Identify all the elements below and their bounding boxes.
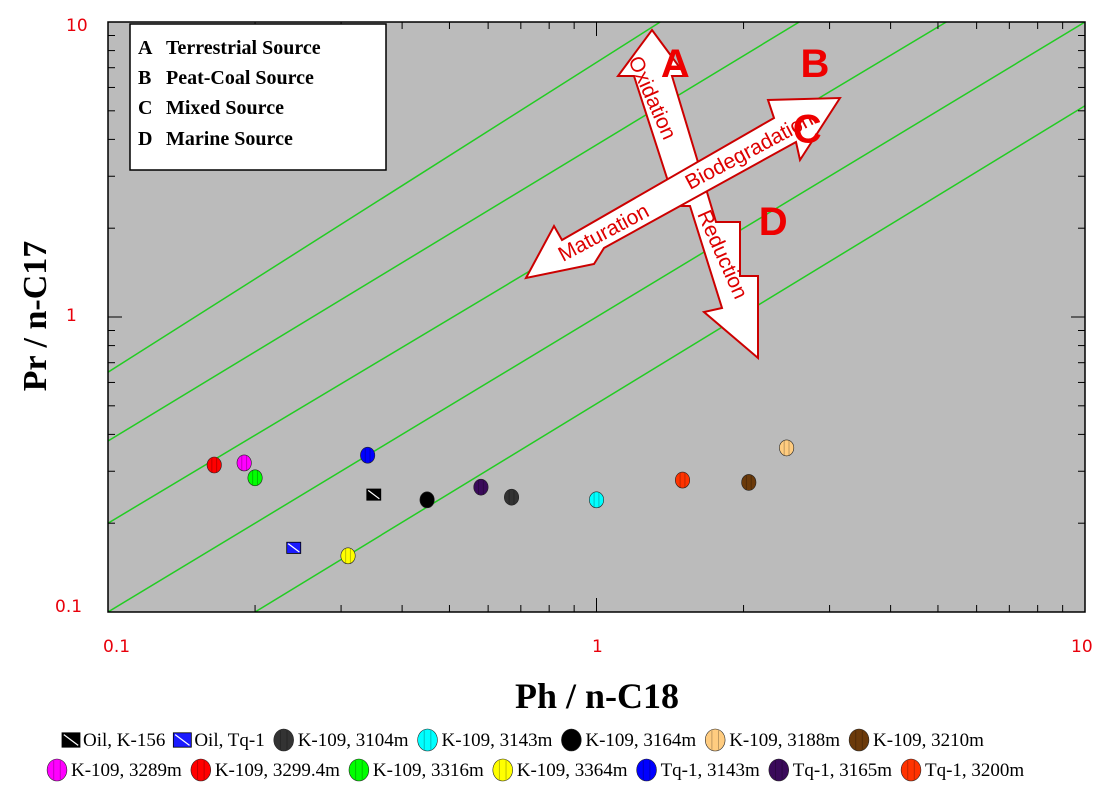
data-point-oil-k-156 — [366, 488, 382, 501]
zone-boundary-line-2 — [108, 22, 800, 442]
source-legend-label-d: Marine Source — [166, 128, 293, 150]
data-point-k-109-3316m — [247, 469, 263, 487]
axis-ticks — [107, 21, 1086, 613]
legend-label: Tq-1, 3143m — [661, 760, 760, 781]
legend-label: K-109, 3316m — [373, 760, 484, 781]
data-point-tq-1-3165m — [473, 478, 489, 496]
legend-swatch-oil-tq-1 — [172, 732, 192, 748]
legend-swatch-oil-k-156 — [61, 732, 81, 748]
legend-swatch-k-109-3299-4m — [190, 758, 212, 782]
legend-swatch-k-109-3164m — [561, 728, 582, 752]
data-point-tq-1-3200m — [675, 471, 691, 489]
legend-label: K-109, 3143m — [442, 730, 553, 751]
data-point-k-109-3104m — [504, 488, 520, 506]
legend-swatch-tq-1-3200m — [900, 758, 922, 782]
data-points — [206, 439, 795, 565]
legend-swatch-k-109-3364m — [492, 758, 513, 782]
legend-swatch-k-109-3104m — [273, 728, 294, 752]
legend-label: Oil, K-156 — [83, 730, 165, 751]
diagonal-arrow-shape — [524, 96, 842, 280]
source-legend-key-d: D — [138, 128, 152, 150]
source-legend: A Terrestrial Source B Peat-Coal Source … — [129, 23, 387, 171]
legend-swatch-k-109-3289m — [46, 758, 68, 782]
data-point-k-109-3289m — [236, 454, 252, 472]
legend-label: K-109, 3364m — [517, 760, 628, 781]
legend-label: K-109, 3188m — [729, 730, 840, 751]
legend-swatch-k-109-3188m — [704, 728, 726, 752]
x-tick-label-0-1: 0.1 — [103, 637, 130, 657]
source-legend-key-c: C — [138, 97, 152, 119]
source-legend-label-b: Peat-Coal Source — [166, 67, 314, 89]
legend-label: Tq-1, 3165m — [793, 760, 892, 781]
data-point-oil-tq-1 — [286, 541, 302, 554]
data-point-k-109-3143m — [588, 491, 604, 509]
zone-letter-a: A — [661, 42, 690, 86]
y-axis-title: Pr / n-C17 — [17, 241, 54, 391]
legend-swatch-k-109-3210m — [848, 728, 870, 752]
source-legend-label-a: Terrestrial Source — [166, 37, 321, 59]
zone-letter-b: B — [800, 42, 829, 86]
x-tick-label-1: 1 — [592, 637, 603, 657]
zone-boundary-line-5 — [254, 105, 1085, 612]
data-point-k-109-3164m — [419, 491, 435, 509]
zone-letter-d: D — [759, 200, 788, 244]
legend-label: K-109, 3299.4m — [215, 760, 340, 781]
data-point-k-109-3210m — [741, 474, 757, 491]
legend-label: K-109, 3164m — [585, 730, 696, 751]
x-axis-title: Ph / n-C18 — [515, 676, 679, 716]
legend-swatch-k-109-3316m — [348, 758, 370, 782]
legend-swatch-k-109-3143m — [417, 728, 438, 752]
zone-boundary-line-1 — [108, 22, 661, 373]
zone-letter-c: C — [793, 108, 822, 152]
zone-letters: A BC D — [661, 42, 829, 244]
source-legend-key-b: B — [138, 67, 151, 89]
legend-label: K-109, 3210m — [873, 730, 984, 751]
source-legend-label-c: Mixed Source — [166, 97, 284, 119]
y-tick-label-0-1: 0.1 — [55, 597, 82, 617]
legend-label: Oil, Tq-1 — [194, 730, 264, 751]
source-legend-key-a: A — [138, 37, 153, 59]
data-point-k-109-3364m — [340, 547, 356, 565]
data-point-tq-1-3143m — [360, 446, 376, 464]
legend-label: K-109, 3104m — [298, 730, 409, 751]
data-point-k-109-3188m — [779, 439, 795, 457]
legend-label: Tq-1, 3200m — [925, 760, 1024, 781]
y-tick-label-10: 10 — [66, 16, 88, 36]
x-tick-label-10: 10 — [1071, 637, 1093, 657]
data-point-k-109-3299-4m — [206, 456, 222, 474]
legend-label: K-109, 3289m — [71, 760, 182, 781]
legend-swatch-tq-1-3165m — [768, 758, 789, 782]
zone-boundary-line-4 — [108, 22, 1085, 612]
y-tick-label-1: 1 — [66, 306, 77, 326]
series-legend: Oil, K-156 Oil, Tq-1 K-109, 3104m K-109, 31… — [46, 728, 1024, 782]
legend-swatch-tq-1-3143m — [636, 758, 657, 782]
